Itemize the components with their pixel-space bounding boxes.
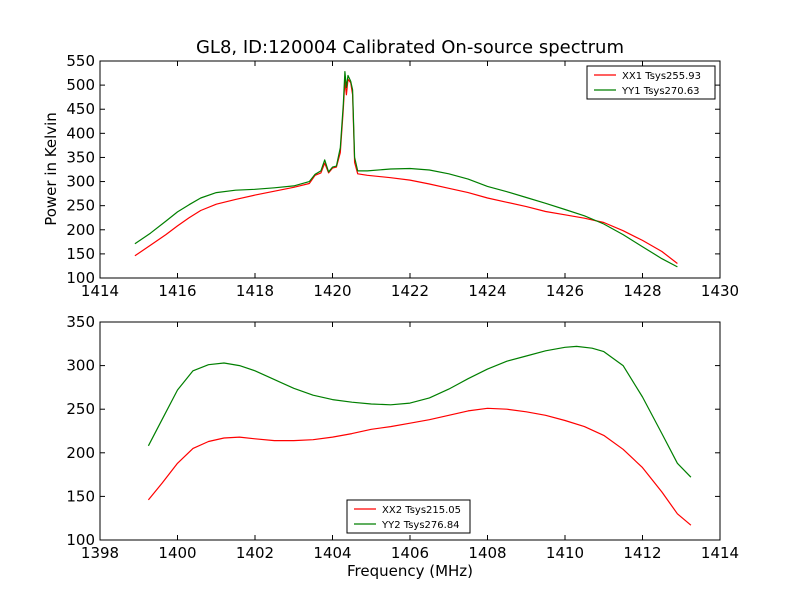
y-tick-label: 300 xyxy=(66,357,95,375)
x-tick-label: 1420 xyxy=(313,282,351,300)
y-axis-label: Power in Kelvin xyxy=(42,112,60,226)
y-tick-label: 250 xyxy=(66,197,95,215)
y-tick-label: 550 xyxy=(66,52,95,70)
x-tick-label: 1426 xyxy=(546,282,584,300)
y-tick-label: 100 xyxy=(66,531,95,549)
x-tick-label: 1400 xyxy=(158,544,196,562)
x-tick-label: 1424 xyxy=(468,282,506,300)
x-tick-label: 1412 xyxy=(623,544,661,562)
legend-box xyxy=(586,65,716,100)
y-tick-label: 350 xyxy=(66,313,95,331)
chart-title: GL8, ID:120004 Calibrated On-source spec… xyxy=(196,37,624,58)
y-tick-label: 200 xyxy=(66,221,95,239)
bottom-plot: 1398 1400 1402 1404 1406 1408 1410 1412 1414 100 1… xyxy=(66,313,739,562)
legend-label-1: XX1 Tsys255.93 xyxy=(622,71,701,82)
y-tick-label: 400 xyxy=(66,124,95,142)
x-tick-label: 1410 xyxy=(546,544,584,562)
y-tick-label: 500 xyxy=(66,76,95,94)
x-tick-label: 1428 xyxy=(623,282,661,300)
x-tick-label: 1398 xyxy=(81,544,119,562)
x-tick-label: 1430 xyxy=(701,282,739,300)
y-tick-label: 150 xyxy=(66,245,95,263)
y-tick-label: 450 xyxy=(66,100,95,118)
y-tick-label: 350 xyxy=(66,148,95,166)
x-tick-label: 1408 xyxy=(468,544,506,562)
legend-box xyxy=(346,499,471,534)
series-line-2 xyxy=(134,71,678,268)
x-tick-label: 1416 xyxy=(158,282,196,300)
x-tick-label: 1414 xyxy=(701,544,739,562)
legend: XX2 Tsys215.05 YY2 Tsys276.84 xyxy=(346,499,471,534)
top-plot: 1414 1416 1418 1420 1422 1424 1426 1428 1430 100 1… xyxy=(66,52,739,300)
y-tick-label: 100 xyxy=(66,269,95,287)
legend: XX1 Tsys255.93 YY1 Tsys270.63 xyxy=(586,65,716,100)
legend-label-1: XX2 Tsys215.05 xyxy=(382,505,461,516)
x-axis-label: Frequency (MHz) xyxy=(347,562,473,580)
x-tick-label: 1406 xyxy=(391,544,429,562)
series-line-2 xyxy=(147,345,692,478)
legend-label-2: YY2 Tsys276.84 xyxy=(381,520,460,531)
y-tick-label: 200 xyxy=(66,444,95,462)
x-tick-label: 1402 xyxy=(236,544,274,562)
series-line-1 xyxy=(134,78,678,264)
x-tick-label: 1404 xyxy=(313,544,351,562)
y-tick-label: 250 xyxy=(66,400,95,418)
x-tick-label: 1414 xyxy=(81,282,119,300)
series-line-1 xyxy=(147,407,692,526)
y-tick-label: 150 xyxy=(66,487,95,505)
x-tick-label: 1422 xyxy=(391,282,429,300)
x-tick-label: 1418 xyxy=(236,282,274,300)
legend-label-2: YY1 Tsys270.63 xyxy=(621,86,700,97)
y-tick-label: 300 xyxy=(66,173,95,191)
